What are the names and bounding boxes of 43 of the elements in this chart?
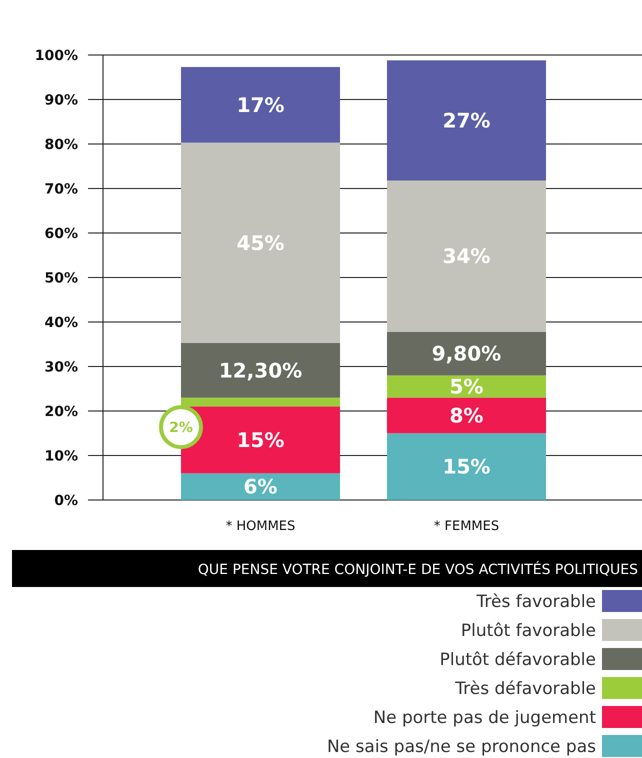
y-tick-label: 10% bbox=[44, 448, 78, 464]
data-label: 45% bbox=[236, 230, 284, 255]
y-tick-label: 0% bbox=[54, 493, 78, 509]
y-tick-label: 30% bbox=[44, 360, 78, 376]
bar bbox=[386, 433, 546, 500]
legend-label: Plutôt défavorable bbox=[440, 650, 596, 670]
legend-label: Ne sais pas/ne se prononce pas bbox=[326, 737, 596, 757]
legend-label: Très favorable bbox=[476, 592, 596, 612]
data-label: 17% bbox=[236, 92, 284, 117]
x-tick-label: * HOMMES bbox=[226, 519, 296, 534]
data-label: 5% bbox=[450, 374, 484, 399]
data-label: 2% bbox=[169, 420, 193, 436]
legend-title: QUE PENSE VOTRE CONJOINT-E DE VOS ACTIVITÉS POLITIQUES bbox=[198, 561, 638, 578]
bar bbox=[180, 142, 340, 343]
legend-label: Très défavorable bbox=[454, 679, 596, 699]
data-label: 9,80% bbox=[432, 342, 502, 366]
bar bbox=[386, 180, 546, 332]
data-label: 15% bbox=[236, 428, 284, 452]
y-tick-label: 80% bbox=[44, 137, 78, 153]
data-label: 15% bbox=[442, 454, 490, 479]
bar bbox=[386, 332, 546, 376]
legend-label: Plutôt favorable bbox=[460, 621, 596, 641]
bar bbox=[180, 67, 340, 143]
data-label: 6% bbox=[244, 474, 278, 499]
y-tick-label: 90% bbox=[44, 92, 78, 108]
data-label: 8% bbox=[450, 403, 484, 428]
data-label: 34% bbox=[442, 244, 490, 268]
data-label: 27% bbox=[442, 108, 490, 132]
y-tick-label: 20% bbox=[44, 404, 78, 420]
bar bbox=[386, 375, 546, 398]
y-tick-label: 50% bbox=[44, 270, 78, 286]
bar bbox=[386, 398, 546, 434]
y-tick-label: 70% bbox=[44, 182, 78, 198]
y-tick-label: 60% bbox=[44, 226, 78, 242]
data-label: 12,30% bbox=[218, 358, 302, 382]
y-tick-label: 40% bbox=[44, 315, 78, 331]
bar bbox=[180, 342, 340, 398]
bar bbox=[180, 473, 340, 500]
x-tick-label: * FEMMES bbox=[434, 519, 500, 534]
bar bbox=[386, 60, 546, 180]
bar bbox=[180, 398, 340, 407]
legend-label: Ne porte pas de jugement bbox=[373, 708, 596, 728]
y-tick-label: 100% bbox=[34, 48, 78, 64]
